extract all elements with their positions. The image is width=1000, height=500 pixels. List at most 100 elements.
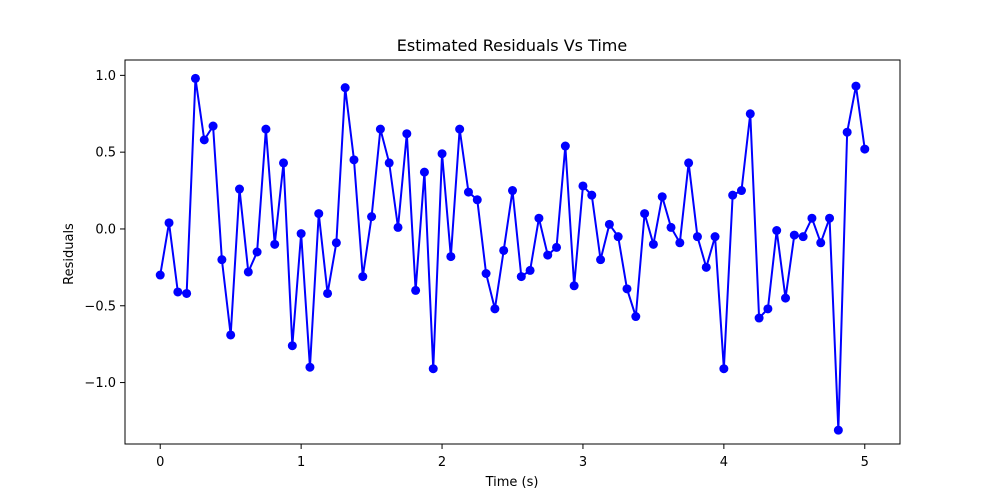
data-point	[314, 209, 324, 219]
data-point	[604, 219, 614, 229]
x-tick-label: 3	[579, 455, 587, 470]
data-point	[534, 213, 544, 223]
data-point	[252, 247, 262, 257]
data-point	[596, 255, 606, 265]
y-tick-label: 0.5	[95, 146, 116, 161]
data-point	[217, 255, 227, 265]
data-point	[182, 288, 192, 298]
data-point	[666, 222, 676, 232]
x-axis-label: Time (s)	[485, 475, 539, 490]
x-tick-label: 5	[861, 455, 869, 470]
data-point	[578, 181, 588, 191]
data-point	[164, 218, 174, 228]
data-point	[754, 313, 764, 323]
data-point	[508, 186, 517, 196]
data-point	[543, 250, 553, 260]
data-point	[833, 425, 843, 435]
data-point	[199, 135, 209, 145]
data-point	[516, 272, 526, 282]
data-point	[816, 238, 826, 248]
data-point	[393, 222, 403, 232]
data-point	[323, 288, 333, 298]
data-point	[648, 239, 658, 249]
data-point	[825, 213, 835, 223]
data-point	[684, 158, 694, 168]
x-tick-label: 4	[720, 455, 728, 470]
data-point	[367, 212, 377, 222]
data-point	[710, 232, 720, 242]
chart-title: Estimated Residuals Vs Time	[397, 36, 627, 55]
data-point	[798, 232, 808, 242]
data-point	[287, 341, 297, 351]
data-point	[358, 272, 368, 282]
data-point	[270, 239, 280, 249]
data-point	[745, 109, 755, 119]
data-point	[208, 121, 218, 131]
data-point	[428, 364, 438, 374]
data-point	[234, 184, 244, 194]
data-point	[772, 226, 782, 235]
x-tick-label: 2	[438, 455, 446, 470]
data-point	[552, 242, 562, 252]
y-axis-ticks: 1.0 0.5 0.0 −0.5 −1.0	[84, 69, 125, 391]
y-tick-label: −1.0	[84, 376, 116, 391]
y-tick-label: −0.5	[84, 299, 116, 314]
data-point	[411, 285, 421, 295]
data-point	[173, 287, 183, 297]
data-point	[243, 267, 253, 277]
data-point	[261, 124, 271, 134]
data-point	[340, 83, 350, 93]
data-point	[657, 192, 667, 202]
data-point	[631, 312, 641, 322]
data-point	[446, 252, 456, 262]
data-point	[701, 262, 711, 272]
plot-frame	[124, 59, 901, 445]
data-point	[675, 238, 685, 248]
data-point	[736, 186, 746, 196]
data-point	[349, 155, 359, 165]
data-point	[490, 304, 500, 314]
x-tick-label: 1	[297, 455, 305, 470]
data-point	[455, 124, 465, 134]
data-point	[719, 364, 729, 374]
data-point	[437, 149, 447, 159]
data-point	[384, 158, 394, 168]
x-axis-ticks: 0 1 2 3 4 5	[156, 444, 869, 470]
data-point	[613, 232, 623, 242]
data-point	[305, 362, 315, 372]
data-point	[842, 127, 852, 137]
data-point	[296, 229, 306, 239]
data-point	[851, 81, 861, 91]
data-point	[499, 245, 509, 255]
residuals-markers	[155, 73, 870, 435]
data-point	[640, 209, 650, 219]
data-point	[226, 330, 236, 340]
y-axis-label: Residuals	[62, 223, 77, 285]
data-point	[781, 293, 791, 303]
data-point	[481, 269, 491, 278]
data-point	[419, 167, 429, 177]
data-point	[860, 144, 870, 154]
data-point	[463, 187, 473, 197]
data-point	[472, 195, 482, 205]
x-tick-label: 0	[156, 455, 164, 470]
data-point	[789, 230, 799, 240]
data-point	[155, 270, 165, 280]
data-point	[331, 238, 341, 248]
data-point	[569, 281, 579, 291]
y-tick-label: 1.0	[95, 69, 116, 84]
y-tick-label: 0.0	[95, 222, 116, 237]
data-point	[375, 124, 385, 134]
data-point	[622, 284, 632, 294]
data-point	[807, 213, 817, 223]
data-point	[402, 129, 412, 139]
data-point	[692, 232, 702, 242]
data-point	[279, 158, 289, 168]
data-point	[763, 304, 773, 314]
data-point	[525, 265, 535, 275]
data-point	[728, 190, 738, 200]
data-point	[560, 141, 570, 151]
data-point	[190, 73, 200, 83]
data-point	[587, 190, 597, 200]
